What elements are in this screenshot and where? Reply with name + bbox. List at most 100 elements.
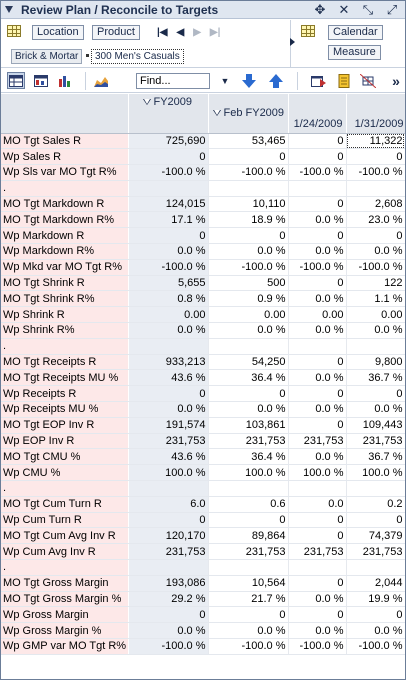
data-cell[interactable]: 0.0 % [288, 211, 347, 229]
data-cell[interactable]: 0 [128, 148, 209, 166]
data-cell[interactable]: 0.0 % [288, 243, 347, 260]
data-cell[interactable]: 89,864 [208, 527, 289, 545]
data-cell[interactable] [128, 480, 209, 497]
data-cell[interactable]: 0 [288, 606, 347, 624]
row-label[interactable]: MO Tgt Receipts MU % [1, 369, 129, 387]
row-label[interactable]: MO Tgt Gross Margin % [1, 591, 129, 608]
data-cell[interactable]: 231,753 [288, 433, 347, 450]
close-icon[interactable]: ✕ [338, 2, 350, 17]
data-cell[interactable]: 231,753 [128, 543, 209, 561]
column-header-1-24-2009[interactable]: 1/24/2009 [288, 94, 347, 134]
data-cell[interactable]: 725,690 [128, 133, 209, 150]
next-page-icon[interactable]: ▶ [193, 27, 201, 38]
find-next-down-icon[interactable] [240, 72, 258, 89]
bar-chart-icon[interactable] [56, 72, 74, 89]
data-cell[interactable]: 0.0 % [346, 401, 405, 418]
data-cell[interactable]: 1.1 % [346, 290, 405, 308]
data-cell[interactable] [128, 180, 209, 197]
data-cell[interactable] [128, 338, 209, 355]
data-cell[interactable]: 0 [208, 606, 289, 624]
data-cell[interactable]: 0 [288, 354, 347, 371]
row-label[interactable]: MO Tgt Receipts R [1, 354, 129, 371]
find-previous-up-icon[interactable] [267, 72, 285, 89]
row-label[interactable]: MO Tgt Shrink R% [1, 290, 129, 308]
data-cell[interactable]: 0 [128, 606, 209, 624]
collapse-triangle-icon[interactable] [142, 99, 151, 106]
data-cell[interactable] [208, 338, 289, 355]
row-label[interactable]: Wp Gross Margin [1, 606, 129, 624]
row-label[interactable]: Wp Sales R [1, 148, 129, 166]
data-cell[interactable]: 500 [208, 275, 289, 292]
data-cell[interactable]: 100.0 % [288, 464, 347, 482]
data-cell[interactable]: 0.00 [288, 306, 347, 324]
row-label[interactable]: Wp Mkd var MO Tgt R% [1, 259, 129, 276]
data-cell[interactable]: -100.0 % [346, 638, 405, 655]
data-cell[interactable]: 0.00 [346, 306, 405, 324]
data-cell[interactable]: 0 [288, 575, 347, 592]
row-label[interactable]: Wp Receipts MU % [1, 401, 129, 418]
data-cell[interactable]: -100.0 % [208, 259, 289, 276]
data-cell[interactable]: 54,250 [208, 354, 289, 371]
pivot-swap-icon[interactable] [359, 72, 377, 89]
data-cell[interactable] [346, 559, 405, 576]
data-cell[interactable]: 0.0 % [346, 243, 405, 260]
data-cell[interactable]: 933,213 [128, 354, 209, 371]
data-cell[interactable]: 0 [288, 275, 347, 292]
product-dimension-button[interactable]: Product [92, 25, 140, 40]
data-cell[interactable]: 0 [288, 148, 347, 166]
data-cell[interactable]: 0 [346, 148, 405, 166]
collapse-triangle-icon[interactable] [5, 6, 13, 13]
row-label[interactable]: Wp Sls var MO Tgt R% [1, 164, 129, 181]
restore-icon[interactable]: ⤡ [362, 2, 374, 17]
data-cell[interactable] [128, 559, 209, 576]
data-cell[interactable]: -100.0 % [208, 638, 289, 655]
data-cell[interactable]: 2,608 [346, 196, 405, 213]
data-cell[interactable]: 0.0 % [288, 290, 347, 308]
previous-page-icon[interactable]: ◀ [176, 27, 185, 38]
data-cell[interactable]: 36.4 % [208, 448, 289, 466]
data-cell[interactable]: 231,753 [346, 433, 405, 450]
data-cell[interactable]: -100.0 % [128, 164, 209, 181]
data-cell[interactable]: 2,044 [346, 575, 405, 592]
column-header-fy2009[interactable]: FY2009 [128, 94, 209, 134]
data-cell[interactable]: 0.0 % [288, 591, 347, 608]
data-cell[interactable]: 0 [346, 227, 405, 245]
data-cell[interactable]: 0 [128, 385, 209, 403]
data-cell[interactable]: -100.0 % [128, 259, 209, 276]
data-cell[interactable] [208, 559, 289, 576]
row-label[interactable]: MO Tgt Cum Turn R [1, 496, 129, 513]
data-cell[interactable]: 122 [346, 275, 405, 292]
data-cell[interactable]: 231,753 [288, 543, 347, 561]
data-cell[interactable]: 0 [208, 385, 289, 403]
export-icon[interactable] [310, 72, 328, 89]
data-cell[interactable]: 43.6 % [128, 369, 209, 387]
last-page-icon[interactable]: ▶| [209, 27, 221, 38]
data-cell[interactable]: 0 [288, 227, 347, 245]
data-cell[interactable]: -100.0 % [346, 164, 405, 181]
data-cell[interactable]: 36.4 % [208, 369, 289, 387]
row-label[interactable]: Wp EOP Inv R [1, 433, 129, 450]
row-label[interactable]: Wp GMP var MO Tgt R% [1, 638, 129, 655]
data-cell[interactable]: -100.0 % [288, 259, 347, 276]
data-cell[interactable]: 109,443 [346, 417, 405, 434]
data-cell[interactable]: 10,564 [208, 575, 289, 592]
row-label[interactable]: . [1, 338, 129, 355]
data-cell[interactable]: 0.0 % [288, 322, 347, 339]
data-cell[interactable]: 0.0 % [128, 243, 209, 260]
data-cell[interactable]: 100.0 % [128, 464, 209, 482]
data-cell[interactable]: 36.7 % [346, 369, 405, 387]
row-label[interactable]: Wp CMU % [1, 464, 129, 482]
data-cell[interactable]: 19.9 % [346, 591, 405, 608]
data-cell[interactable]: 0.6 [208, 496, 289, 513]
data-cell[interactable]: 29.2 % [128, 591, 209, 608]
row-label[interactable]: . [1, 559, 129, 576]
data-cell[interactable]: -100.0 % [288, 638, 347, 655]
data-cell[interactable]: 74,379 [346, 527, 405, 545]
row-label[interactable]: . [1, 180, 129, 197]
data-cell[interactable]: -100.0 % [346, 259, 405, 276]
data-cell[interactable]: 0 [288, 133, 347, 150]
filter-mens-casuals[interactable]: 300 Men's Casuals [91, 49, 184, 64]
first-page-icon[interactable]: |◀ [157, 27, 168, 38]
row-label[interactable]: Wp Markdown R [1, 227, 129, 245]
data-cell[interactable]: 0.0 % [288, 369, 347, 387]
